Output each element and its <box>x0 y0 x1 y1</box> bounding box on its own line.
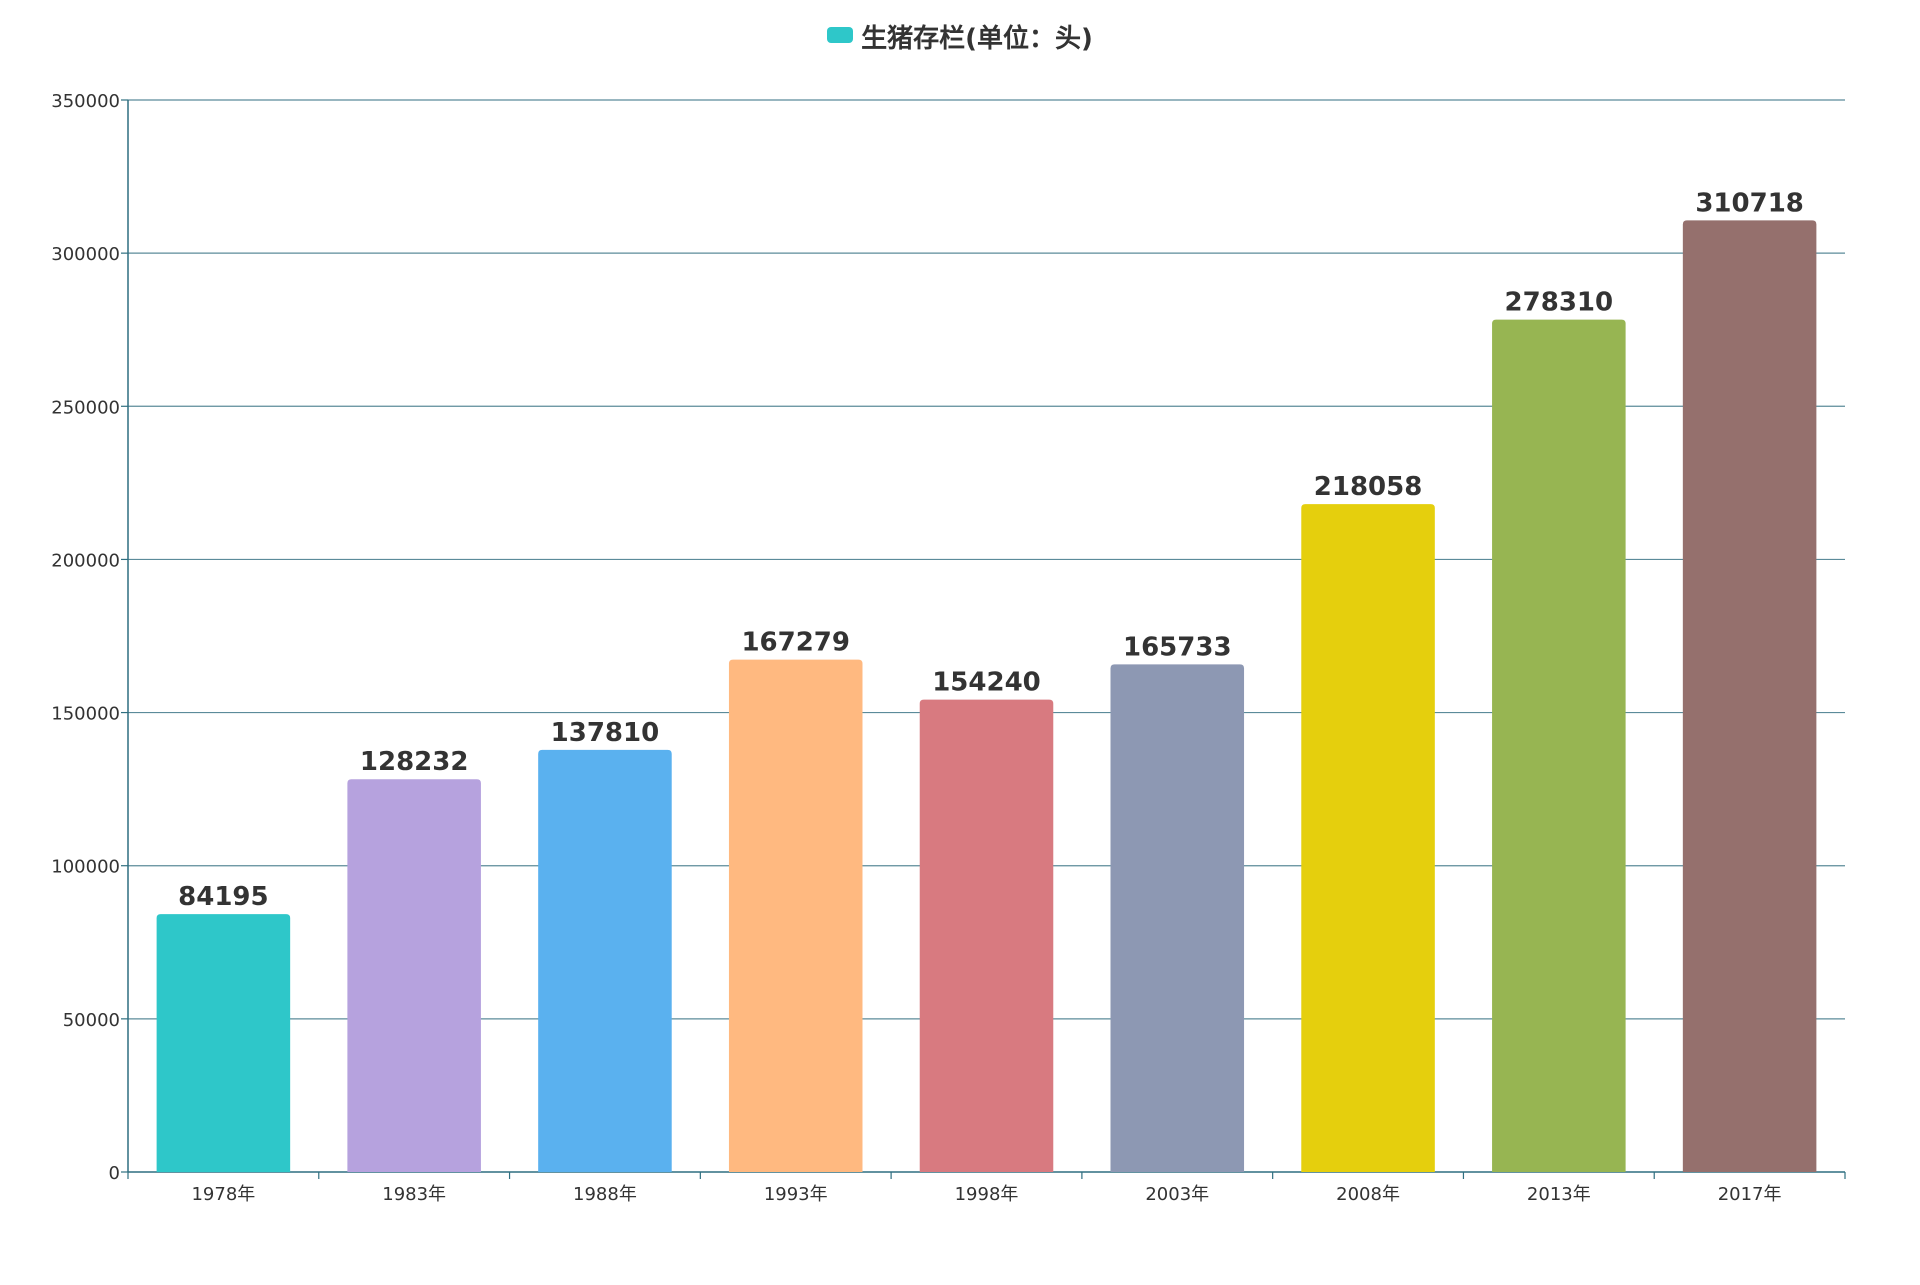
y-tick-label: 50000 <box>63 1010 120 1031</box>
x-tick-label: 2017年 <box>1718 1184 1782 1205</box>
bar[interactable] <box>1492 319 1626 1172</box>
data-label: 154240 <box>932 668 1041 698</box>
bar[interactable] <box>156 914 291 1172</box>
x-tick-label: 1998年 <box>955 1184 1019 1205</box>
bar[interactable] <box>1301 504 1435 1172</box>
data-label: 84195 <box>178 882 268 912</box>
legend-swatch <box>827 26 854 43</box>
data-label: 137810 <box>551 718 660 748</box>
data-label: 167279 <box>741 628 850 658</box>
bar[interactable] <box>538 749 672 1172</box>
x-tick-label: 1993年 <box>764 1184 828 1205</box>
y-tick-label: 0 <box>109 1163 120 1184</box>
y-tick-label: 350000 <box>51 91 120 112</box>
x-tick-label: 1983年 <box>382 1184 446 1205</box>
data-label: 165733 <box>1123 632 1232 662</box>
bar[interactable] <box>919 699 1054 1172</box>
bar[interactable] <box>1110 664 1245 1172</box>
x-tick-label: 1978年 <box>191 1184 255 1205</box>
x-tick-label: 2013年 <box>1527 1184 1591 1205</box>
bar[interactable] <box>728 659 863 1172</box>
data-label: 218058 <box>1314 472 1423 502</box>
data-label: 278310 <box>1505 288 1614 318</box>
y-tick-label: 150000 <box>51 704 120 725</box>
x-tick-label: 1988年 <box>573 1184 637 1205</box>
x-tick-label: 2003年 <box>1145 1184 1209 1205</box>
y-tick-label: 250000 <box>51 397 120 418</box>
chart-legend[interactable]: 生猪存栏(单位：头) <box>0 18 1920 55</box>
bar[interactable] <box>347 779 481 1172</box>
bar[interactable] <box>1682 220 1817 1172</box>
x-tick-label: 2008年 <box>1336 1184 1400 1205</box>
legend-label: 生猪存栏(单位：头) <box>861 24 1093 54</box>
y-tick-label: 300000 <box>51 244 120 265</box>
data-label: 310718 <box>1695 188 1804 218</box>
y-tick-label: 200000 <box>51 550 120 571</box>
data-label: 128232 <box>360 747 469 777</box>
y-tick-label: 100000 <box>51 857 120 878</box>
